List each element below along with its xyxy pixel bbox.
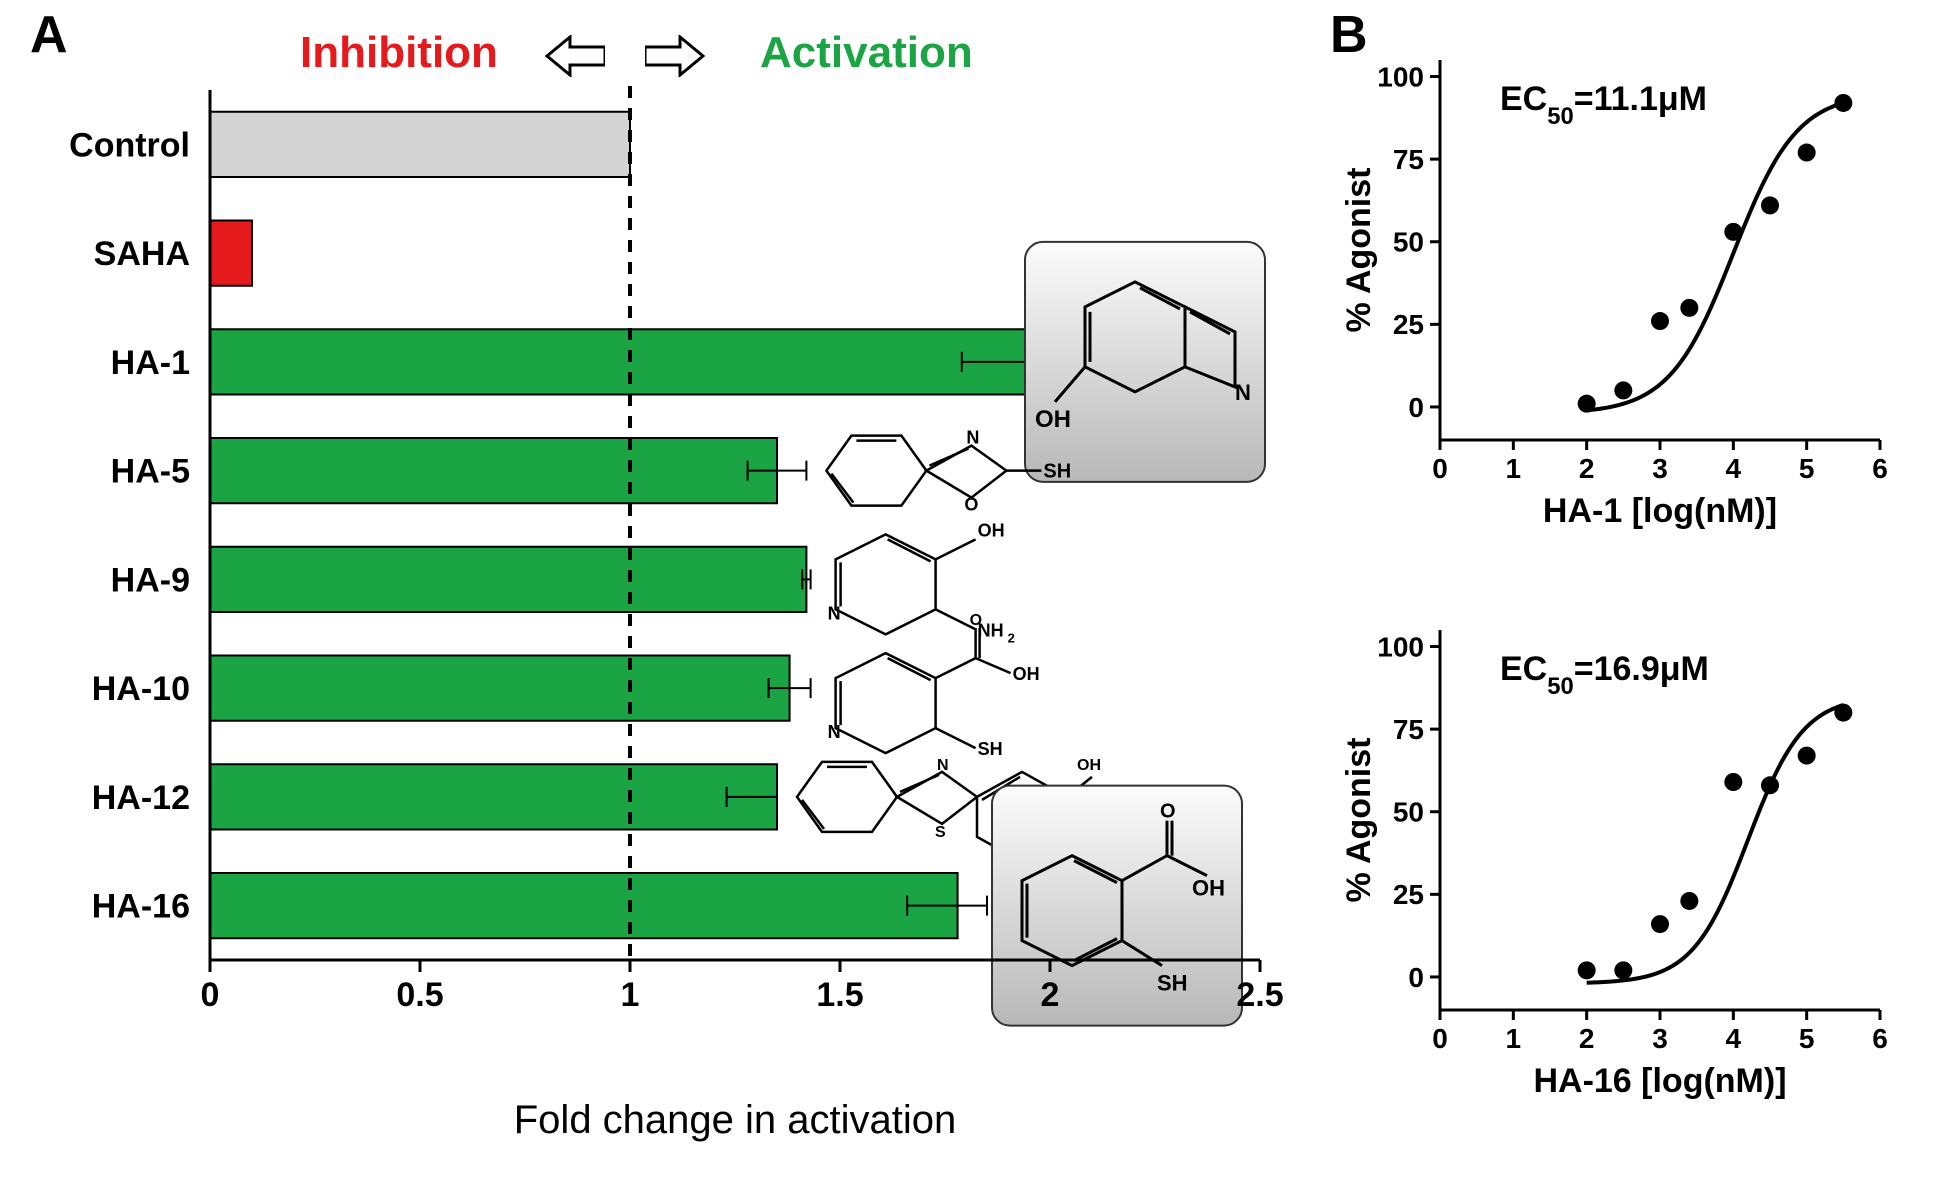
svg-text:SH: SH — [978, 739, 1003, 759]
svg-text:OH: OH — [1035, 406, 1071, 433]
svg-text:OH: OH — [1013, 664, 1040, 684]
x-axis-label: HA-16 [log(nM)] — [1533, 1062, 1786, 1100]
svg-text:N: N — [828, 722, 841, 742]
svg-text:6: 6 — [1872, 453, 1888, 484]
bar-label: HA-5 — [111, 453, 190, 491]
chem-structure-ha16: O OH SH — [992, 786, 1242, 1026]
data-point — [1680, 892, 1698, 910]
bar-saha — [210, 221, 252, 286]
data-point — [1798, 144, 1816, 162]
svg-text:1: 1 — [621, 976, 640, 1014]
svg-text:4: 4 — [1726, 453, 1742, 484]
svg-text:OH: OH — [1077, 757, 1101, 774]
svg-text:100: 100 — [1377, 631, 1424, 662]
data-point — [1578, 395, 1596, 413]
svg-text:4: 4 — [1726, 1023, 1742, 1054]
bar-plot: ControlSAHAHA-1NOHHA-5NOSHHA-9NOHNH2HA-1… — [30, 80, 1295, 1060]
data-point — [1834, 94, 1852, 112]
svg-text:3: 3 — [1652, 453, 1668, 484]
panel-a-label: A — [30, 5, 68, 65]
bar-ha-1 — [210, 329, 1037, 394]
svg-text:2: 2 — [1579, 453, 1595, 484]
svg-text:N: N — [966, 428, 979, 448]
svg-text:O: O — [964, 495, 978, 515]
svg-text:O: O — [970, 612, 982, 629]
svg-text:2: 2 — [1008, 630, 1015, 645]
ec50-label: EC50=16.9μM — [1500, 650, 1709, 700]
svg-text:1.5: 1.5 — [816, 976, 863, 1014]
bar-label: HA-16 — [92, 888, 190, 926]
svg-text:25: 25 — [1393, 879, 1424, 910]
data-point — [1614, 961, 1632, 979]
bar-ha-12 — [210, 764, 777, 829]
dose-plot-ha1: 0 1 2 3 4 5 6 0 25 50 75 100 % Agonist HA-1 [log(nM)]… — [1330, 30, 1910, 560]
svg-text:N: N — [828, 603, 841, 623]
svg-text:0: 0 — [1408, 962, 1424, 993]
fit-curve — [1587, 705, 1844, 983]
bar-label: Control — [69, 126, 190, 164]
arrow-left-icon — [545, 35, 605, 77]
svg-text:SH: SH — [1043, 461, 1071, 483]
svg-text:6: 6 — [1872, 1023, 1888, 1054]
bar-ha-16 — [210, 873, 958, 938]
svg-text:SH: SH — [1157, 971, 1188, 996]
svg-text:0: 0 — [201, 976, 220, 1014]
svg-text:3: 3 — [1652, 1023, 1668, 1054]
svg-text:S: S — [935, 824, 946, 841]
svg-text:75: 75 — [1393, 714, 1424, 745]
x-axis-label: HA-1 [log(nM)] — [1543, 492, 1777, 530]
data-point — [1651, 915, 1669, 933]
inhibition-label: Inhibition — [300, 28, 498, 78]
activation-label: Activation — [760, 28, 973, 78]
svg-text:5: 5 — [1799, 1023, 1815, 1054]
data-point — [1680, 299, 1698, 317]
data-point — [1651, 312, 1669, 330]
y-axis-label: % Agonist — [1340, 738, 1378, 903]
svg-text:75: 75 — [1393, 144, 1424, 175]
bar-label: SAHA — [94, 235, 190, 273]
svg-text:OH: OH — [1192, 876, 1225, 901]
data-point — [1761, 196, 1779, 214]
svg-text:0.5: 0.5 — [396, 976, 443, 1014]
svg-text:0: 0 — [1432, 453, 1448, 484]
data-point — [1578, 961, 1596, 979]
x-axis-label: Fold change in activation — [210, 1098, 1260, 1143]
bar-label: HA-1 — [111, 344, 190, 382]
data-point — [1724, 773, 1742, 791]
svg-text:25: 25 — [1393, 309, 1424, 340]
bar-label: HA-12 — [92, 779, 190, 817]
ec50-label: EC50=11.1μM — [1500, 80, 1707, 130]
bar-label: HA-10 — [92, 670, 190, 708]
chem-structure-ha9: NOHNH2 — [828, 520, 1015, 645]
svg-text:2.5: 2.5 — [1236, 976, 1283, 1014]
bar-ha-10 — [210, 656, 790, 721]
bar-ha-5 — [210, 438, 777, 503]
svg-text:N: N — [937, 757, 949, 774]
svg-text:50: 50 — [1393, 797, 1424, 828]
svg-text:1: 1 — [1506, 453, 1522, 484]
svg-text:100: 100 — [1377, 61, 1424, 92]
data-point — [1798, 747, 1816, 765]
svg-text:O: O — [1160, 801, 1176, 823]
data-point — [1761, 776, 1779, 794]
bar-label: HA-9 — [111, 561, 190, 599]
arrow-right-icon — [645, 35, 705, 77]
svg-text:0: 0 — [1408, 392, 1424, 423]
dose-plot-ha16: 0 1 2 3 4 5 6 0 25 50 75 100 % Agonist HA-16 [log(nM)… — [1330, 600, 1910, 1130]
svg-text:2: 2 — [1579, 1023, 1595, 1054]
svg-text:0: 0 — [1432, 1023, 1448, 1054]
svg-text:1: 1 — [1506, 1023, 1522, 1054]
svg-text:5: 5 — [1799, 453, 1815, 484]
bar-ha-9 — [210, 547, 806, 612]
bar-control — [210, 112, 630, 177]
svg-text:50: 50 — [1393, 227, 1424, 258]
svg-text:OH: OH — [978, 520, 1005, 540]
chem-structure-ha1: N OH — [1025, 242, 1265, 482]
data-point — [1834, 704, 1852, 722]
svg-text:N: N — [1235, 380, 1251, 405]
data-point — [1724, 223, 1742, 241]
svg-text:2: 2 — [1041, 976, 1060, 1014]
data-point — [1614, 381, 1632, 399]
y-axis-label: % Agonist — [1340, 168, 1378, 333]
